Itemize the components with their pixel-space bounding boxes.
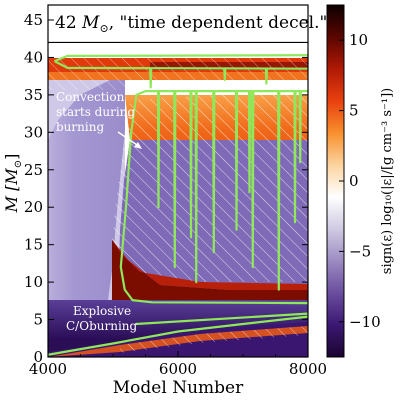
y-tick-label: 45 — [24, 11, 43, 29]
convective-spike — [223, 68, 227, 81]
y-tick-label: 35 — [24, 86, 43, 104]
convective-spike — [173, 91, 177, 269]
colorbar-label: sign(ε) log₁₀(|ε|/[g cm⁻³ s⁻¹]) — [380, 88, 395, 274]
convective-spike — [212, 91, 216, 254]
plot-area — [48, 5, 308, 357]
y-tick-label: 5 — [33, 311, 43, 329]
y-tick-label: 20 — [24, 198, 43, 216]
colorbar-ticks: 10 5 0 −5 −10 — [339, 31, 381, 331]
x-axis: 4000 6000 8000 — [29, 351, 327, 378]
convective-spike — [156, 91, 161, 209]
above-surface-region — [48, 5, 308, 57]
convective-spike — [277, 91, 281, 291]
annotation-convection-line-2: starts during — [56, 105, 135, 119]
colorbar-tick-label: −10 — [349, 313, 381, 331]
y-tick-label: 25 — [24, 161, 43, 179]
colorbar-tick-label: −5 — [349, 242, 371, 260]
convective-spike — [234, 91, 239, 231]
convective-boundary-line — [135, 312, 308, 326]
convective-spike — [251, 91, 255, 269]
annotation-arrow — [117, 131, 142, 149]
annotation-convection-line-1: Convection — [56, 90, 125, 104]
y-tick-label: 10 — [24, 273, 43, 291]
convective-boundary-line — [119, 266, 308, 305]
convective-spike — [298, 91, 302, 164]
convective-boundary-line — [119, 90, 308, 268]
convective-boundary-line — [54, 54, 308, 63]
colorbar: 10 5 0 −5 −10 sign(ε) log₁₀(|ε|/[g cm⁻³ s⁻¹]… — [326, 4, 395, 358]
x-tick-label: 4000 — [29, 360, 67, 378]
convective-spike — [247, 91, 252, 194]
annotation-explosive-line-2: C/Oburning — [66, 319, 138, 333]
x-tick-label: 8000 — [289, 360, 327, 378]
y-tick-label: 40 — [24, 48, 43, 66]
convective-spike — [149, 68, 153, 89]
convective-hatch-bottom — [120, 326, 308, 353]
chart-title: 42 M⊙, "time dependent decel." — [55, 13, 327, 35]
core-burning-region — [112, 240, 308, 300]
convective-boundary-line — [53, 60, 308, 70]
convective-hatch-surface — [48, 58, 308, 90]
convective-spike — [293, 91, 297, 224]
convective-spike — [189, 91, 193, 239]
annotation-convection-line-3: burning — [56, 120, 104, 134]
convective-boundaries — [48, 54, 308, 356]
colorbar-tick-label: 10 — [349, 31, 368, 49]
convective-spike — [194, 91, 198, 284]
y-tick-label: 30 — [24, 123, 43, 141]
annotation-explosive: Explosive C/Oburning — [66, 304, 138, 333]
left-envelope-wash — [48, 80, 125, 300]
convective-hatch-main — [112, 90, 308, 282]
colorbar-tick-label: 5 — [349, 102, 359, 120]
y-axis-label: M [M⊙] — [2, 154, 24, 214]
y-tick-label: 15 — [24, 236, 43, 254]
annotation-convection: Convection starts during burning — [56, 90, 135, 134]
y-tick-label: 0 — [33, 348, 43, 366]
convective-spike — [264, 68, 268, 85]
y-axis: 0 5 10 15 20 25 30 35 40 45 — [24, 11, 308, 366]
annotation-explosive-line-1: Explosive — [73, 304, 131, 318]
x-axis-label: Model Number — [113, 378, 244, 398]
colorbar-tick-label: 0 — [349, 172, 359, 190]
x-tick-label: 6000 — [159, 360, 197, 378]
convective-boundary-line — [48, 315, 308, 356]
core-burning-glow — [112, 240, 308, 290]
